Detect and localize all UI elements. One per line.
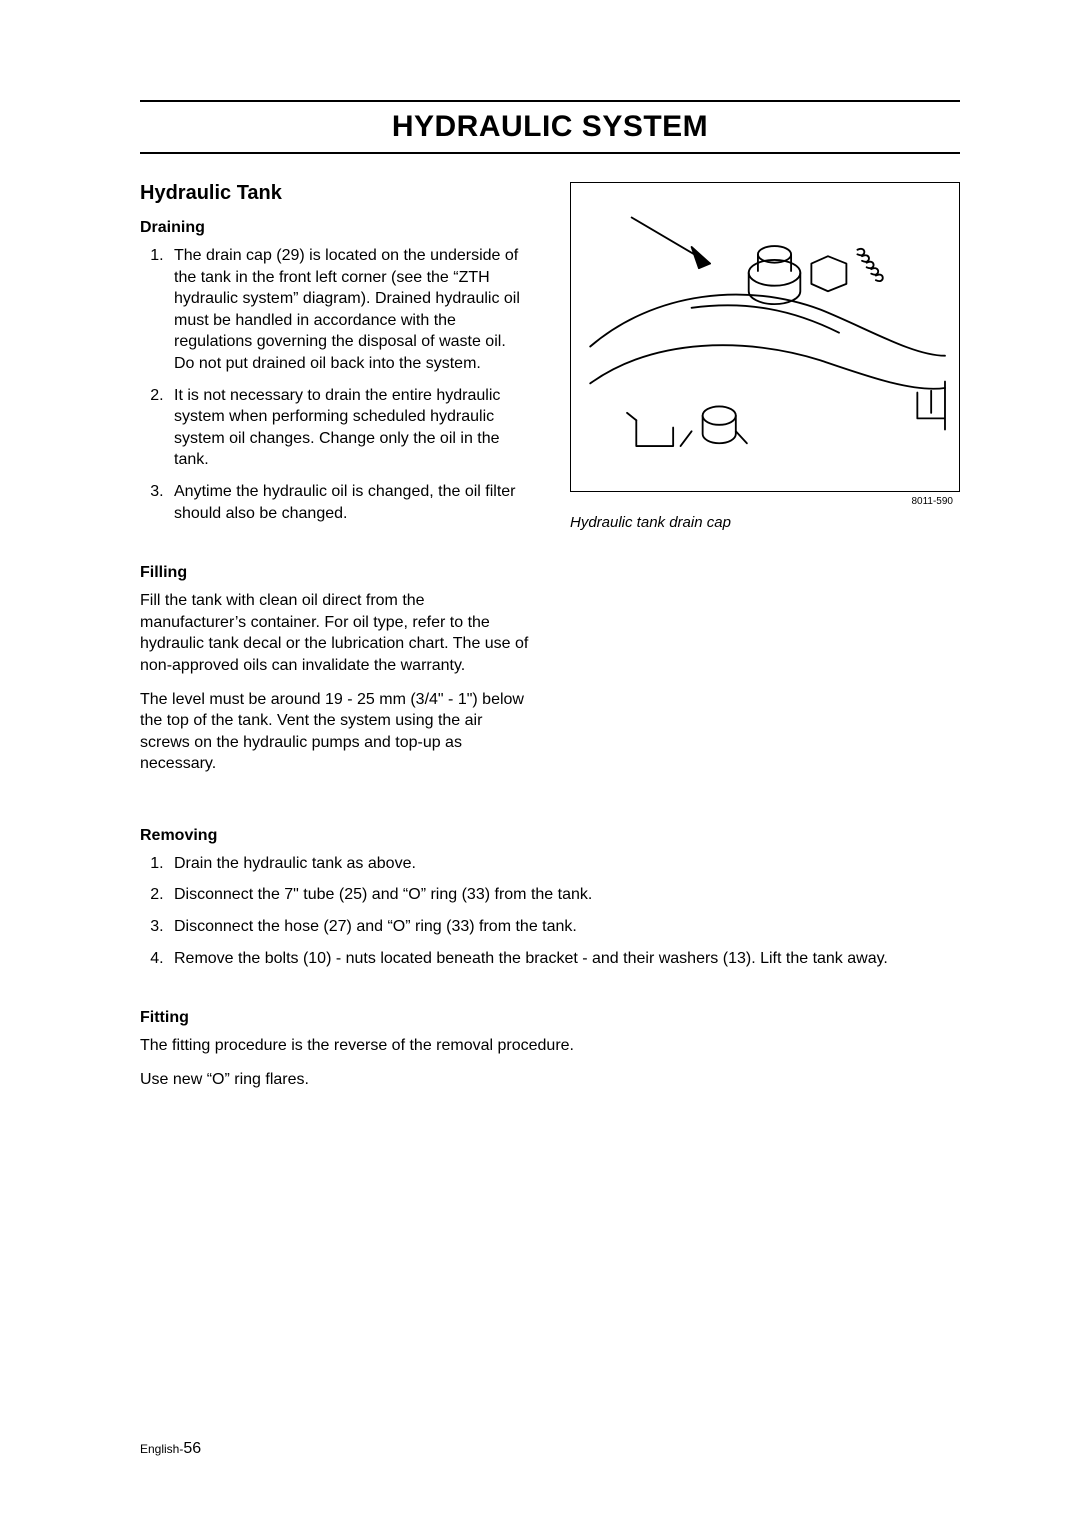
content: Hydraulic Tank Draining The drain cap (2… bbox=[140, 182, 960, 1090]
list-item: It is not necessary to drain the entire … bbox=[168, 385, 530, 471]
footer-language: English- bbox=[140, 1442, 183, 1456]
figure-caption: Hydraulic tank drain cap bbox=[570, 514, 960, 531]
fitting-paragraph-1: The fitting procedure is the reverse of … bbox=[140, 1035, 960, 1057]
fitting-paragraph-2: Use new “O” ring flares. bbox=[140, 1069, 960, 1091]
draining-heading: Draining bbox=[140, 219, 530, 237]
left-column: Hydraulic Tank Draining The drain cap (2… bbox=[140, 182, 530, 787]
list-item: Drain the hydraulic tank as above. bbox=[168, 853, 960, 875]
figure-number: 8011-590 bbox=[911, 496, 953, 507]
filling-paragraph-2: The level must be around 19 - 25 mm (3/4… bbox=[140, 689, 530, 775]
filling-paragraph-1: Fill the tank with clean oil direct from… bbox=[140, 590, 530, 676]
rule-top bbox=[140, 100, 960, 102]
list-item: Anytime the hydraulic oil is changed, th… bbox=[168, 481, 530, 524]
list-item: The drain cap (29) is located on the und… bbox=[168, 245, 530, 375]
footer-page-number: 56 bbox=[183, 1440, 201, 1457]
figure-box: 8011-590 bbox=[570, 182, 960, 492]
draining-list: The drain cap (29) is located on the und… bbox=[140, 245, 530, 524]
filling-heading: Filling bbox=[140, 564, 530, 582]
list-item: Disconnect the 7" tube (25) and “O” ring… bbox=[168, 884, 960, 906]
drain-cap-illustration bbox=[581, 191, 950, 484]
two-column-region: Hydraulic Tank Draining The drain cap (2… bbox=[140, 182, 960, 787]
removing-list: Drain the hydraulic tank as above. Disco… bbox=[140, 853, 960, 969]
removing-heading: Removing bbox=[140, 827, 960, 845]
removing-section: Removing Drain the hydraulic tank as abo… bbox=[140, 827, 960, 969]
rule-bottom bbox=[140, 152, 960, 154]
list-item: Disconnect the hose (27) and “O” ring (3… bbox=[168, 916, 960, 938]
fitting-section: Fitting The fitting procedure is the rev… bbox=[140, 1009, 960, 1090]
document-title: HYDRAULIC SYSTEM bbox=[140, 110, 960, 144]
right-column: 8011-590 Hydraulic tank drain cap bbox=[570, 182, 960, 787]
fitting-heading: Fitting bbox=[140, 1009, 960, 1027]
page-footer: English-56 bbox=[140, 1440, 201, 1458]
page: HYDRAULIC SYSTEM Hydraulic Tank Draining… bbox=[0, 0, 1080, 1528]
list-item: Remove the bolts (10) - nuts located ben… bbox=[168, 948, 960, 970]
section-title: Hydraulic Tank bbox=[140, 182, 530, 205]
